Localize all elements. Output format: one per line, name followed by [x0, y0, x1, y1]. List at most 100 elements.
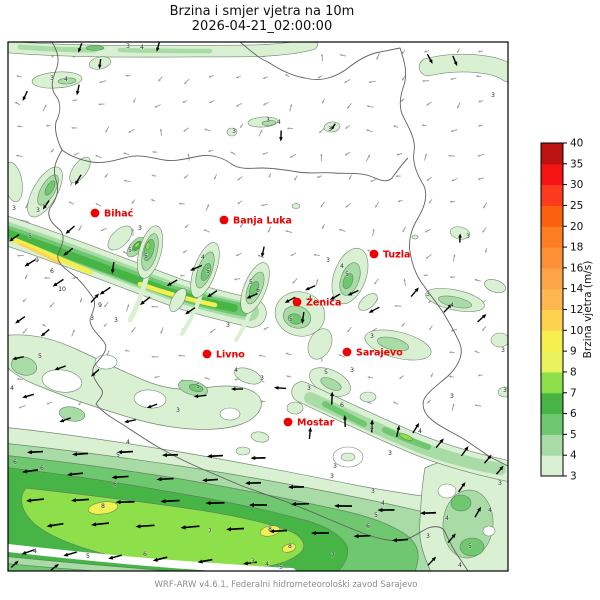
city-banja-luka: Banja Luka [219, 216, 292, 227]
contour-label: 3 [491, 92, 495, 99]
contour-label: 3 [114, 317, 118, 324]
contour-blob [358, 293, 378, 311]
contour-band [322, 401, 367, 427]
contour-label: 4 [33, 548, 37, 555]
contour-blob [359, 391, 377, 403]
contour-label: 3 [232, 128, 236, 135]
contour-label: 5 [206, 268, 210, 275]
contour-band [11, 237, 93, 275]
contour-blob [482, 525, 496, 537]
contour-label: 3 [176, 407, 180, 414]
contour-blob [340, 452, 356, 462]
city-label: Bihać [104, 209, 134, 220]
contour-blob [87, 501, 119, 515]
contour-label: 6 [113, 481, 117, 488]
contour-blob [169, 288, 187, 312]
colorbar-segment [541, 143, 563, 165]
colorbar-segment [541, 330, 563, 352]
colorbar-tick-label: 8 [570, 366, 577, 378]
colorbar-segment [541, 163, 563, 186]
contour-label: 5 [324, 369, 328, 376]
contour-label: 3 [90, 315, 94, 322]
colorbar-axis-label: Brzina vjetra (m/s) [582, 261, 594, 359]
contour-blob [342, 273, 354, 289]
contour-label: 6 [143, 551, 147, 558]
contour-blob [235, 446, 251, 456]
contour-label: 3 [260, 375, 264, 382]
contour-label: 3 [466, 233, 470, 240]
colorbar-tick-label: 16 [570, 262, 584, 274]
contour-label: 7 [331, 552, 335, 559]
gray-wind-arrows [14, 48, 488, 412]
city-dot [369, 249, 379, 259]
city-dot [202, 349, 212, 359]
title-line-2: 2026-04-21_02:00:00 [191, 18, 333, 34]
contour-label: 5 [279, 564, 283, 571]
contour-label: 4 [265, 561, 269, 568]
colorbar-segment [541, 247, 563, 269]
contour-label: 3 [498, 480, 502, 487]
contour-label: 4 [488, 507, 492, 514]
contour-label: 5 [468, 543, 472, 550]
contour-label: 5 [38, 353, 42, 360]
colorbar-segment [541, 309, 563, 331]
colorbar-segment [541, 288, 563, 310]
contour-blob [261, 120, 277, 126]
contour-label: 3 [388, 450, 392, 457]
city-label: Tuzla [383, 250, 410, 261]
contour-label: 4 [308, 295, 312, 302]
contour-blob [281, 543, 297, 553]
contour-label: 5 [86, 553, 90, 560]
contour-blob [85, 45, 105, 51]
contour-label: 3 [36, 207, 40, 214]
city-dot [292, 297, 302, 307]
colorbar-tick-label: 18 [570, 242, 583, 254]
colorbar-tick-label: 7 [570, 387, 577, 399]
colorbar-tick-label: 5 [570, 429, 577, 441]
contour-label: 4 [140, 44, 144, 51]
city-markers: Bihać Banja Luka Tuzla Zenica Livno Sarajevo M… [90, 209, 410, 429]
contour-label: 9 [35, 257, 39, 264]
contour-label: 4 [370, 425, 374, 432]
contour-label: 3 [350, 367, 354, 374]
contour-band [18, 242, 62, 265]
colorbar-tick-label: 35 [570, 158, 583, 170]
contour-blob [399, 433, 413, 441]
black-wind-arrows [9, 42, 504, 571]
contour-blob [44, 180, 56, 196]
contour-label: 3 [426, 291, 430, 298]
colorbar-segment [541, 351, 563, 373]
country-border [48, 42, 508, 571]
contour-label: 4 [445, 515, 449, 522]
contour-label: 5 [374, 512, 378, 519]
contour-label: 5 [289, 316, 293, 323]
contour-label: 3 [370, 333, 374, 340]
contour-label: 10 [58, 286, 66, 293]
city-sarajevo: Sarajevo [342, 347, 403, 359]
contour-label: 3 [501, 347, 505, 354]
colorbar-tick-label: 25 [570, 200, 583, 212]
contour-blob [291, 203, 301, 209]
contour-label: 5 [144, 253, 148, 260]
contour-blob [411, 234, 419, 240]
contour-label: 5 [196, 383, 200, 390]
contour-blob [226, 127, 238, 137]
city-label: Sarajevo [356, 348, 403, 359]
contour-blob [57, 77, 77, 85]
contour-label: 3 [50, 75, 54, 82]
city-dot [342, 347, 352, 357]
contour-label: 6 [256, 287, 260, 294]
contour-blob [234, 367, 262, 385]
contour-blob [200, 263, 212, 281]
contour-label: 3 [330, 473, 334, 480]
city-label: Zenica [306, 298, 341, 309]
map-frame [7, 41, 509, 572]
contour-blob [94, 354, 118, 370]
contour-label: 6 [40, 465, 44, 472]
colorbar-tick-label: 10 [570, 325, 583, 337]
contour-blob [497, 386, 508, 398]
city-livno: Livno [202, 349, 245, 361]
contour-region [8, 563, 96, 571]
